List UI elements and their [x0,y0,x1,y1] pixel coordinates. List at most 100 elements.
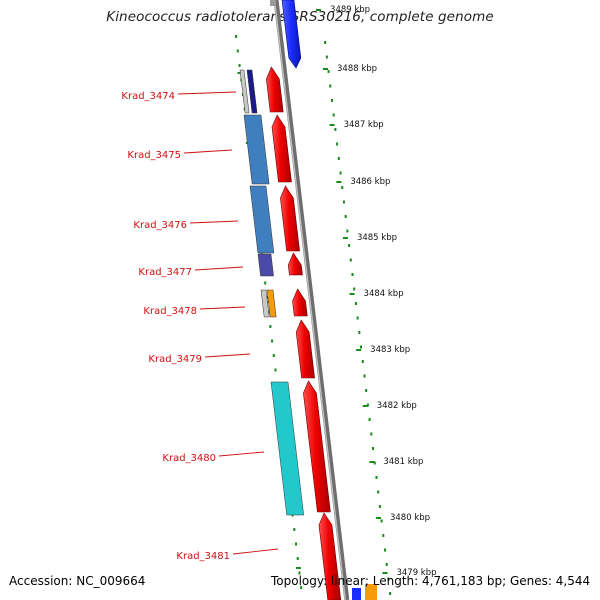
tick-dot [349,258,352,262]
gene-arrow-krad_3480 [303,380,331,513]
tick-dot [370,432,373,436]
gene-label-krad_3476: Krad_3476 [133,220,187,231]
leader-line [183,149,233,154]
domain-track [239,69,304,516]
tick-dot [264,281,267,285]
tick-dot [327,70,330,73]
tick-dot [372,447,375,450]
kbp-tick-mark [342,237,348,239]
tick-dot [377,490,380,494]
bottom-blue-gene [352,588,361,600]
tick-dot [274,368,277,372]
scale-ticks: 3489 kbp 3488 kbp 3487 kbp 3486 kbp 3485 kbp… [316,5,437,578]
leader-line [189,220,239,224]
kbp-tick-label: 3480 kbp [390,513,430,523]
kbp-tick-mark [329,124,335,126]
kbp-tick-mark [349,293,355,295]
kbp-tick-label: 3482 kbp [377,401,417,411]
tick-dot [334,128,337,131]
kbp-tick-label: 3487 kbp [344,120,384,130]
kbp-tick-mark [375,517,381,519]
gene-arrow-krad_3479 [295,319,315,379]
tick-dot [389,592,392,595]
domain-block [243,114,270,185]
leader-line [218,451,265,457]
domain-block [249,185,275,254]
kbp-tick-label: 3486 kbp [350,177,390,187]
tick-dot [380,519,383,523]
kbp-tick-label: 3489 kbp [330,5,370,15]
kbp-tick-mark [369,461,375,463]
kbp-tick-mark [323,68,328,70]
bottom-orange-gene [365,584,377,600]
tick-dot [342,200,345,204]
kbp-tick-mark [382,572,388,574]
tick-dot [324,41,327,44]
gene-arrow-krad_3477 [287,252,303,276]
tick-dot [387,577,390,581]
tick-dot [330,99,333,102]
tick-dot [272,354,275,357]
tick-dot [298,571,301,575]
kbp-tick-label: 3485 kbp [357,233,397,243]
blue-gene-arrow [281,0,302,69]
kbp-tick-label: 3488 kbp [337,64,377,74]
gene-label-krad_3474: Krad_3474 [121,91,175,102]
tick-dot [363,374,366,378]
tick-dot [293,528,296,531]
gene-arrow-krad_3475 [271,114,292,183]
tick-dot [336,142,339,146]
leader-line [199,306,246,310]
tick-dot [337,157,340,160]
leader-line [177,91,237,95]
tick-dot [351,273,354,276]
tick-dot [339,171,342,175]
tick-dot [356,316,359,320]
tick-dot [269,325,272,328]
tick-dot [348,244,351,247]
topology-text: Topology: linear; Length: 4,761,183 bp; … [271,574,591,588]
tick-dot [368,418,371,421]
tick-dot [366,403,369,407]
gene-arrow-krad_3478 [292,288,308,317]
tick-dot [385,563,388,566]
tick-dot [384,548,387,552]
leader-line [204,353,251,358]
tick-dot [361,360,364,363]
domain-block [270,381,304,516]
tick-dot [325,55,328,59]
gene-arrow-krad_3474 [266,66,284,113]
gene-label-krad_3479: Krad_3479 [148,354,202,365]
tick-dot [332,113,335,117]
gene-arrow-krad_3476 [280,185,300,252]
kbp-tick-label: 3481 kbp [383,457,423,467]
tick-dot [365,389,368,392]
tick-dash [237,72,243,74]
domain-block [257,253,274,277]
kbp-tick-label: 3483 kbp [370,345,410,355]
kbp-tick-label: 3479 kbp [396,568,436,578]
domain-block [266,289,277,318]
tick-dot [238,64,241,67]
tick-dot [373,461,376,465]
domain-block [246,69,258,114]
kbp-tick-mark [336,181,342,183]
backbone-line [273,0,350,600]
tick-dot [353,287,356,291]
tick-dot [360,345,363,349]
domain-block [239,69,250,114]
gene-label-krad_3477: Krad_3477 [138,267,192,278]
kbp-tick-mark [316,9,322,11]
tick-dot [300,586,303,589]
tick-dot [296,557,299,560]
tick-dot [375,476,378,479]
gene-arrow-track [266,0,377,600]
tick-dot [329,84,332,88]
tick-dot [382,534,385,537]
right-tick-track [324,41,392,595]
accession-text: Accession: NC_009664 [9,574,146,588]
backbone-highlight [273,0,346,600]
gene-label-krad_3475: Krad_3475 [127,150,181,161]
domain-block [260,289,270,318]
tick-dot [354,302,357,305]
